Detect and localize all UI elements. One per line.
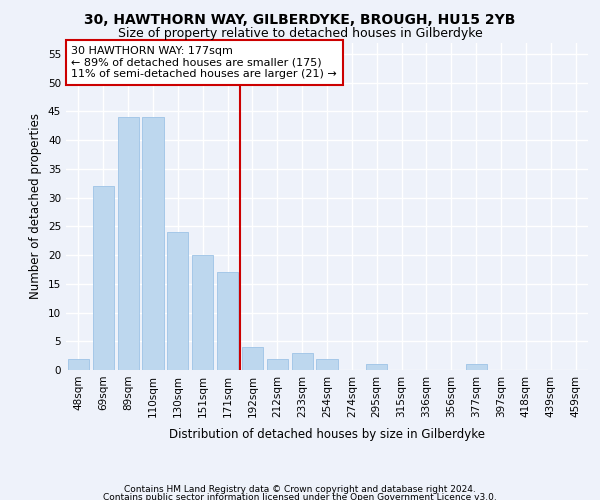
Text: 30 HAWTHORN WAY: 177sqm
← 89% of detached houses are smaller (175)
11% of semi-d: 30 HAWTHORN WAY: 177sqm ← 89% of detache… xyxy=(71,46,337,79)
Bar xyxy=(142,117,164,370)
X-axis label: Distribution of detached houses by size in Gilberdyke: Distribution of detached houses by size … xyxy=(169,428,485,441)
Bar xyxy=(267,358,288,370)
Bar xyxy=(118,117,139,370)
Bar xyxy=(242,347,263,370)
Y-axis label: Number of detached properties: Number of detached properties xyxy=(29,114,43,299)
Bar xyxy=(167,232,188,370)
Bar xyxy=(466,364,487,370)
Bar xyxy=(366,364,387,370)
Bar xyxy=(292,353,313,370)
Bar xyxy=(192,255,213,370)
Bar xyxy=(93,186,114,370)
Bar xyxy=(68,358,89,370)
Text: 30, HAWTHORN WAY, GILBERDYKE, BROUGH, HU15 2YB: 30, HAWTHORN WAY, GILBERDYKE, BROUGH, HU… xyxy=(85,12,515,26)
Bar xyxy=(316,358,338,370)
Text: Contains public sector information licensed under the Open Government Licence v3: Contains public sector information licen… xyxy=(103,492,497,500)
Text: Size of property relative to detached houses in Gilberdyke: Size of property relative to detached ho… xyxy=(118,28,482,40)
Bar xyxy=(217,272,238,370)
Text: Contains HM Land Registry data © Crown copyright and database right 2024.: Contains HM Land Registry data © Crown c… xyxy=(124,485,476,494)
